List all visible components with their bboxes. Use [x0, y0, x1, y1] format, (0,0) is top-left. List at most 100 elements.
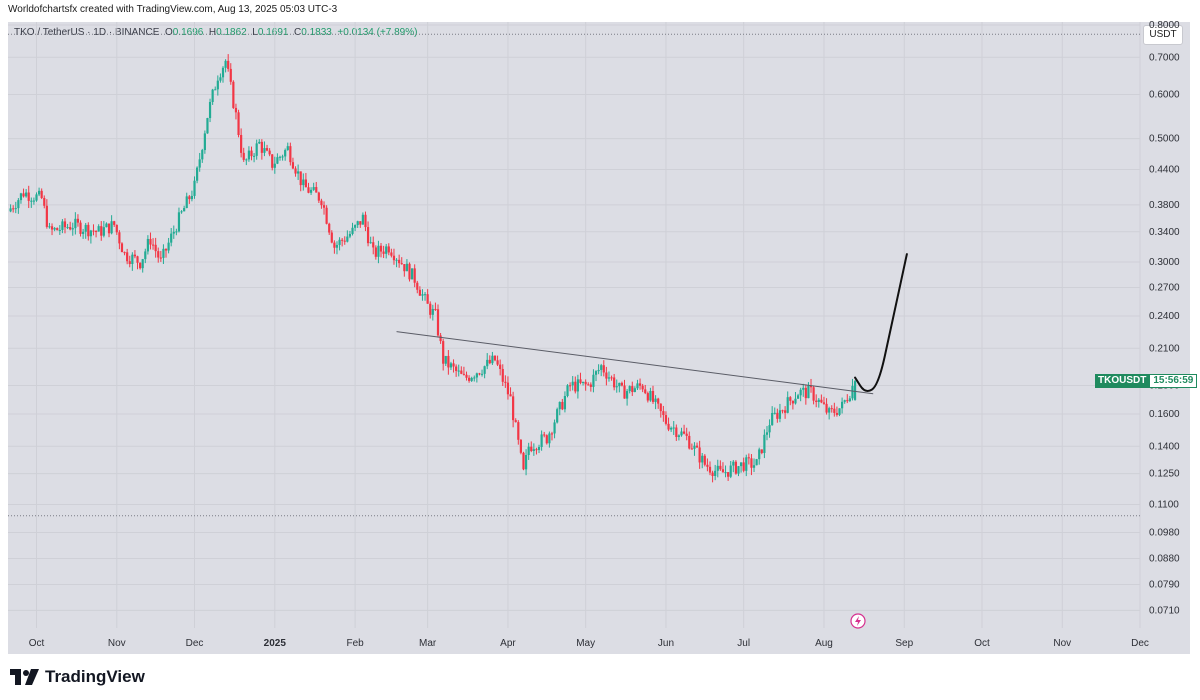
- candle-up: [263, 141, 266, 157]
- candle-up: [35, 192, 38, 202]
- candle-up: [175, 228, 178, 236]
- price-tick-label: 0.0880: [1149, 553, 1180, 564]
- candle-up: [765, 426, 769, 441]
- candle-down: [664, 411, 668, 426]
- change-value: +0.0134 (+7.89%): [337, 27, 418, 38]
- candle-up: [102, 220, 105, 238]
- candle-up: [309, 187, 313, 195]
- time-tick-label: 2025: [264, 638, 287, 649]
- candle-up: [131, 252, 134, 271]
- candle-up: [491, 351, 494, 365]
- candle-down: [530, 441, 533, 453]
- candle-up: [843, 399, 846, 404]
- candle-down: [646, 391, 649, 403]
- candle-up: [354, 224, 357, 232]
- candle-down: [439, 332, 442, 344]
- candle-down: [784, 406, 787, 419]
- candle-up: [758, 447, 761, 465]
- tradingview-logo-icon: [10, 669, 39, 685]
- time-tick-label: Nov: [108, 638, 126, 649]
- candle-up: [475, 372, 478, 383]
- candle-down: [154, 237, 157, 258]
- horizontal-level-lines: [8, 33, 1140, 517]
- candle-down: [695, 442, 699, 448]
- candle-down: [320, 198, 323, 209]
- candle-up: [778, 403, 782, 423]
- candle-down: [462, 366, 466, 376]
- candle-up: [786, 391, 789, 414]
- candle-up: [431, 304, 434, 321]
- candle-down: [623, 379, 626, 399]
- candle-down: [240, 128, 243, 158]
- candle-down: [488, 355, 491, 365]
- candle-up: [89, 229, 92, 244]
- candle-down: [455, 364, 458, 377]
- lightning-icon[interactable]: [850, 613, 866, 629]
- candle-up: [848, 395, 851, 403]
- candle-up: [385, 243, 388, 259]
- candle-down: [605, 366, 608, 386]
- close-value: 0.1833: [301, 27, 332, 38]
- candle-up: [170, 228, 173, 247]
- candle-up: [273, 156, 276, 174]
- symbol-name[interactable]: TKO / TetherUS · 1D · BINANCE: [14, 27, 160, 38]
- candle-up: [377, 240, 380, 264]
- candle-down: [442, 338, 445, 371]
- price-tag-symbol: TKOUSDT: [1095, 374, 1150, 389]
- candle-up: [252, 153, 256, 163]
- candle-up: [190, 190, 194, 202]
- chart-credit: Worldofchartsfx created with TradingView…: [8, 4, 338, 15]
- candle-down: [760, 449, 763, 455]
- candle-up: [338, 237, 341, 251]
- candle-up: [540, 430, 543, 451]
- candle-up: [548, 431, 551, 448]
- price-tick-label: 0.2100: [1149, 343, 1180, 354]
- candle-up: [558, 401, 561, 416]
- projection-brush-drawing[interactable]: [854, 253, 908, 392]
- candle-down: [271, 154, 274, 171]
- currency-unit-button[interactable]: USDT: [1143, 25, 1183, 45]
- candle-down: [390, 248, 393, 258]
- candle-down: [92, 224, 95, 236]
- candle-down: [22, 188, 25, 198]
- price-tick-label: 0.2700: [1149, 283, 1180, 294]
- candle-down: [641, 383, 644, 393]
- candle-down: [465, 371, 468, 381]
- candle-up: [66, 223, 69, 230]
- candle-down: [374, 245, 377, 260]
- candle-up: [449, 361, 453, 370]
- candle-up: [745, 454, 748, 477]
- candle-down: [418, 286, 421, 296]
- candle-down: [416, 280, 419, 294]
- candle-down: [651, 385, 655, 404]
- candle-up: [680, 427, 683, 437]
- candle-down: [268, 148, 271, 157]
- time-tick-label: May: [576, 638, 595, 649]
- candle-down: [504, 375, 507, 388]
- candle-up: [105, 222, 108, 228]
- trendline-drawing[interactable]: [396, 331, 874, 395]
- candle-down: [159, 250, 162, 262]
- candle-up: [221, 66, 225, 83]
- candle-down: [434, 302, 437, 311]
- candle-up: [672, 421, 675, 435]
- candle-down: [587, 382, 590, 386]
- candle-down: [579, 372, 582, 385]
- last-price-tag: TKOUSDT 15:56:59: [1095, 374, 1198, 389]
- candle-down: [620, 381, 624, 387]
- price-tick-label: 0.0790: [1149, 580, 1180, 591]
- candle-up: [32, 197, 36, 205]
- chart-pane[interactable]: [8, 22, 1190, 654]
- candle-down: [294, 166, 297, 177]
- candle-up: [527, 442, 530, 460]
- candle-up: [185, 192, 188, 209]
- candle-down: [118, 230, 121, 250]
- candle-up: [82, 228, 85, 239]
- candle-down: [613, 373, 616, 391]
- candle-down: [234, 103, 238, 120]
- candle-down: [100, 221, 103, 241]
- high-label: H: [208, 27, 217, 38]
- price-tag-countdown: 15:56:59: [1149, 374, 1198, 389]
- candle-down: [501, 364, 504, 387]
- candle-up: [853, 379, 857, 401]
